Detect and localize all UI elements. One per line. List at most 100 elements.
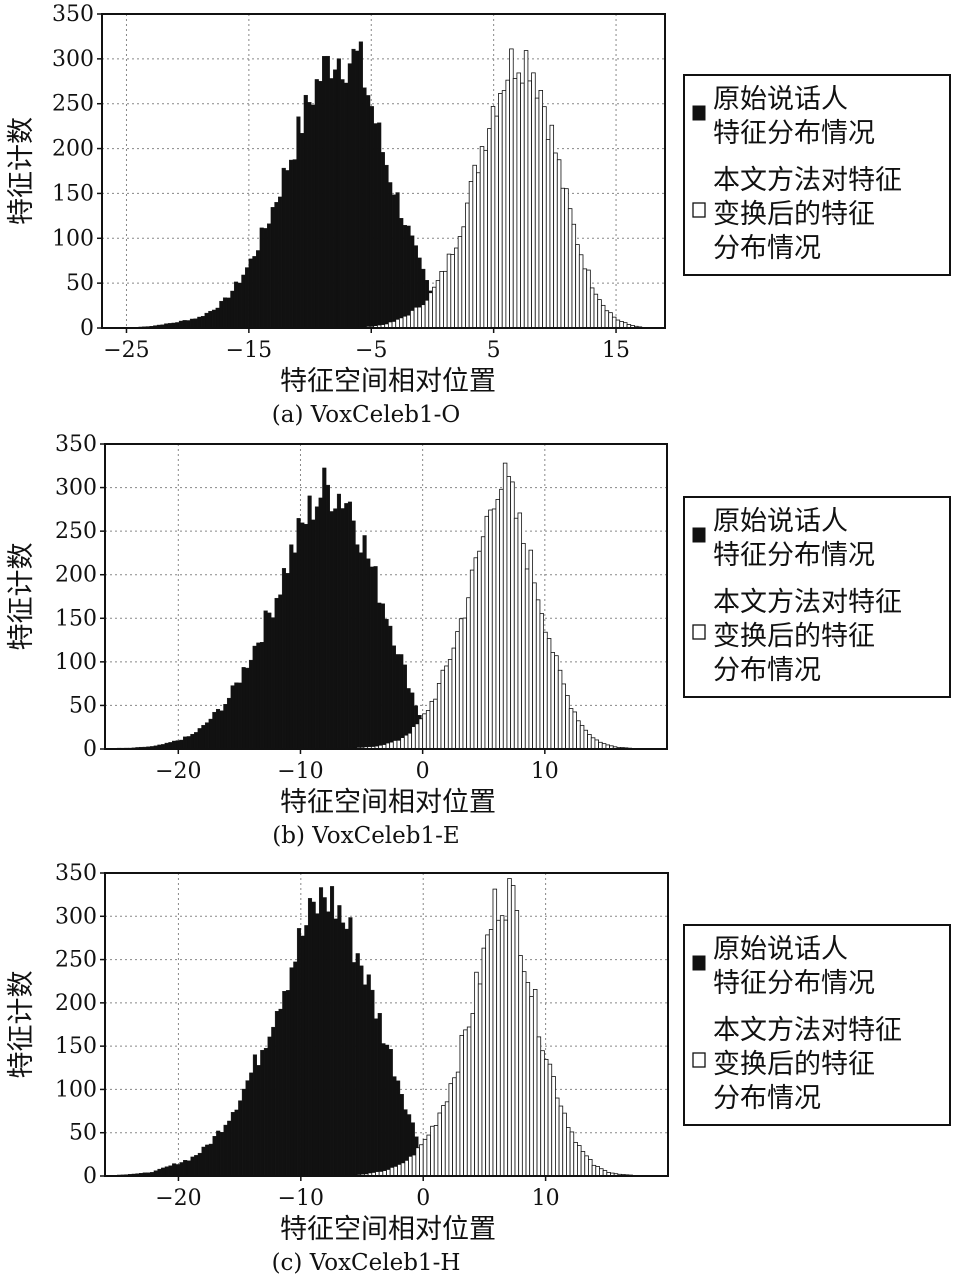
histogram-bar — [399, 654, 404, 750]
histogram-bar — [249, 1072, 254, 1177]
histogram-bar — [446, 253, 452, 329]
y-tick-label: 200 — [52, 137, 94, 162]
histogram-bar — [590, 737, 596, 750]
histogram-bar — [414, 723, 420, 750]
histogram-bar — [385, 1044, 390, 1177]
histogram-bar — [200, 316, 206, 329]
histogram-bar — [403, 734, 409, 750]
histogram-bar — [520, 82, 525, 329]
histogram-bar — [402, 225, 407, 329]
legend-label-original: 特征分布情况 — [713, 968, 875, 999]
histogram-bar — [437, 1112, 442, 1177]
y-tick-label: 50 — [69, 1121, 97, 1146]
histogram-bar — [179, 739, 184, 750]
histogram-bar — [363, 984, 368, 1177]
x-axis-title: 特征空间相对位置 — [280, 1214, 496, 1245]
histogram-bar — [583, 729, 588, 750]
chart-caption: (c) VoxCeleb1-H — [272, 1250, 461, 1276]
x-tick-label: 0 — [416, 1186, 430, 1211]
histogram-bar — [604, 310, 610, 329]
histogram-bar — [189, 318, 194, 329]
histogram-bar — [458, 618, 464, 750]
histogram-bar — [392, 1076, 397, 1177]
histogram-bar — [516, 72, 521, 329]
histogram-bar — [551, 1076, 556, 1177]
histogram-bar — [205, 1144, 210, 1177]
histogram-bar — [450, 254, 455, 329]
histogram-bar — [215, 708, 221, 750]
histogram-bar — [411, 726, 416, 750]
histogram-bar — [263, 228, 268, 329]
histogram-bar — [333, 918, 338, 1177]
histogram-bar — [341, 922, 346, 1177]
histogram-bar — [498, 93, 503, 329]
histogram-bar — [492, 888, 498, 1177]
histogram-bar — [580, 1151, 586, 1177]
x-tick-label: 0 — [416, 759, 430, 784]
chart-panel-2: 0 50 100 150 200 250 300 350 −20 −10 0 10 特征计数特征空间相对… — [6, 432, 951, 849]
histogram-bar — [267, 1036, 272, 1177]
histogram-bar — [611, 316, 617, 329]
histogram-bar — [400, 737, 405, 750]
histogram-bar — [234, 682, 239, 750]
histogram-bar — [569, 1131, 575, 1177]
histogram-bar — [204, 312, 209, 329]
histogram-bar — [389, 1166, 395, 1177]
histogram-bar — [415, 1147, 420, 1177]
histogram-bar — [469, 569, 475, 750]
histogram-bar — [406, 225, 411, 329]
histogram-bar — [307, 495, 312, 750]
histogram-bar — [233, 281, 239, 329]
histogram-bar — [568, 708, 574, 750]
histogram-bar — [587, 734, 592, 750]
x-tick-label: −10 — [277, 759, 323, 784]
histogram-bar — [523, 50, 529, 329]
histogram-bar — [215, 307, 220, 329]
histogram-bar — [292, 552, 298, 750]
histogram-bar — [352, 962, 357, 1177]
histogram-bar — [216, 1130, 221, 1177]
histogram-bar — [248, 659, 254, 750]
histogram-bar — [575, 244, 580, 329]
x-tick-label: −10 — [278, 1186, 324, 1211]
histogram-bar — [171, 740, 177, 750]
histogram-bar — [422, 713, 427, 750]
histogram-bar — [550, 652, 555, 750]
histogram-bar — [282, 991, 287, 1177]
histogram-bar — [263, 1048, 268, 1177]
histogram-bar — [488, 929, 494, 1177]
histogram-bar — [380, 603, 385, 750]
y-tick-label: 300 — [52, 47, 94, 72]
histogram-bar — [263, 610, 268, 750]
series-transformed — [348, 462, 632, 750]
histogram-bar — [366, 974, 371, 1177]
histogram-bar — [573, 1141, 578, 1177]
histogram-bar — [560, 187, 566, 329]
histogram-bar — [271, 1026, 276, 1177]
histogram-bar — [322, 56, 327, 329]
histogram-bar — [518, 955, 523, 1177]
histogram-bar — [245, 1080, 250, 1177]
histogram-bar — [208, 718, 213, 750]
x-tick-label: −20 — [155, 759, 201, 784]
histogram-bar — [366, 558, 371, 750]
legend-swatch-white — [692, 202, 706, 218]
histogram-bar — [157, 1168, 162, 1177]
histogram-bar — [395, 318, 400, 329]
histogram-bar — [393, 1165, 398, 1177]
histogram-bar — [359, 965, 364, 1177]
histogram-bar — [439, 270, 444, 329]
histogram-bar — [396, 739, 402, 750]
histogram-bar — [554, 655, 559, 750]
histogram-bar — [237, 282, 242, 329]
histogram-bar — [304, 925, 309, 1177]
histogram-bar — [484, 515, 490, 750]
histogram-bar — [289, 159, 294, 329]
histogram-bar — [182, 736, 188, 750]
histogram-bar — [267, 612, 272, 750]
histogram-bar — [373, 566, 378, 750]
histogram-bar — [426, 1134, 431, 1177]
histogram-bar — [392, 740, 398, 750]
histogram-bar — [512, 78, 518, 329]
histogram-bar — [490, 106, 496, 329]
